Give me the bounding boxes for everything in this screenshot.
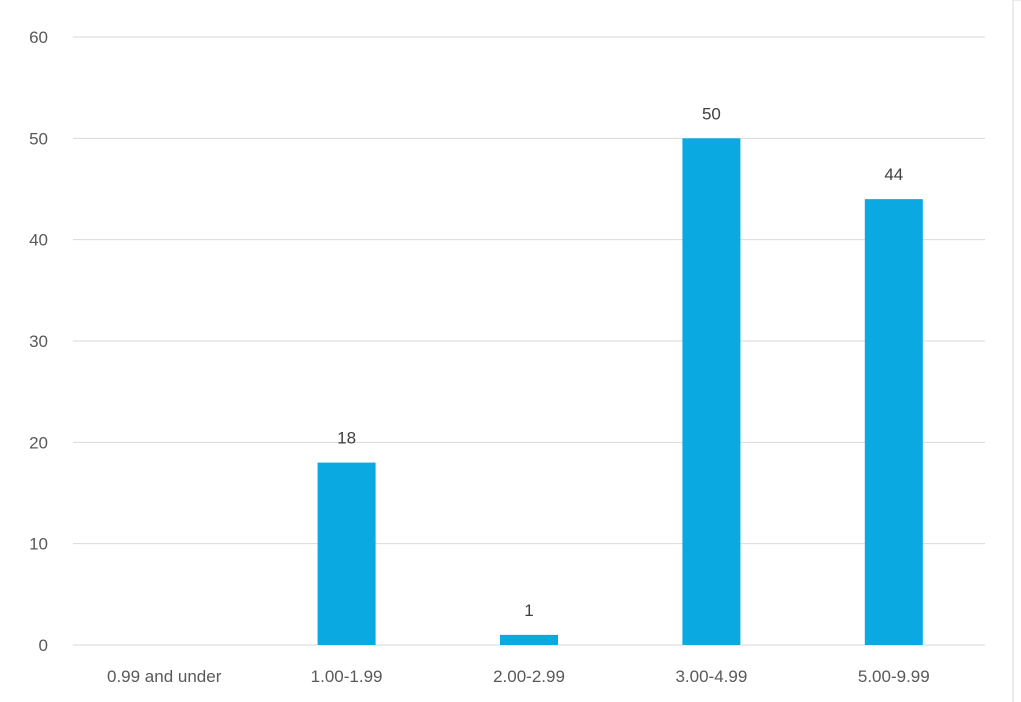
y-tick-label: 60 bbox=[29, 28, 48, 47]
data-labels: 18 1 50 44 bbox=[337, 104, 903, 620]
data-label: 44 bbox=[884, 165, 903, 184]
data-label: 50 bbox=[702, 104, 721, 123]
y-tick-label: 50 bbox=[29, 129, 48, 148]
data-label: 18 bbox=[337, 429, 356, 448]
x-tick-label: 1.00-1.99 bbox=[311, 667, 383, 686]
x-tick-label: 0.99 and under bbox=[107, 667, 222, 686]
y-axis-ticks: 0 10 20 30 40 50 60 bbox=[29, 28, 48, 655]
bars bbox=[317, 138, 923, 646]
y-tick-label: 30 bbox=[29, 332, 48, 351]
y-tick-label: 40 bbox=[29, 231, 48, 250]
bar-3.00-4.99 bbox=[682, 138, 741, 646]
gridlines bbox=[73, 36, 985, 646]
x-tick-label: 5.00-9.99 bbox=[858, 667, 930, 686]
x-axis-ticks: 0.99 and under 1.00-1.99 2.00-2.99 3.00-4.9… bbox=[107, 667, 930, 686]
y-tick-label: 0 bbox=[39, 636, 48, 655]
x-tick-label: 3.00-4.99 bbox=[675, 667, 747, 686]
y-tick-label: 20 bbox=[29, 433, 48, 452]
bar-1.00-1.99 bbox=[317, 462, 376, 645]
data-label: 1 bbox=[524, 601, 533, 620]
bar-5.00-9.99 bbox=[864, 199, 923, 645]
x-tick-label: 2.00-2.99 bbox=[493, 667, 565, 686]
y-tick-label: 10 bbox=[29, 535, 48, 554]
frame-layer bbox=[1012, 0, 1021, 702]
bar-2.00-2.99 bbox=[500, 634, 558, 645]
